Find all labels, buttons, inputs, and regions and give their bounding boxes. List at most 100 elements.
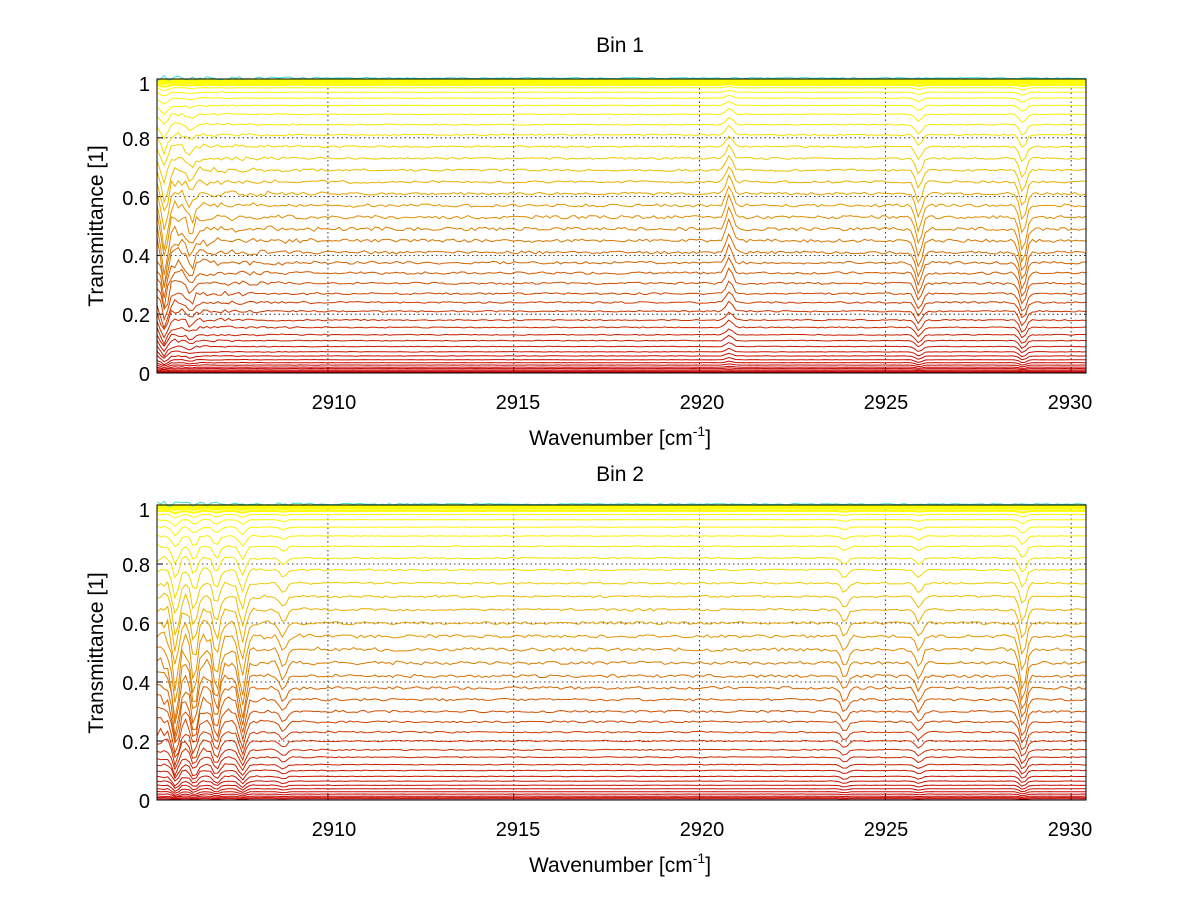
bin2-series-line [156,509,1087,515]
bin2-series-line [156,605,1087,652]
bin1-ytick-label: 0.6 [122,188,150,210]
bin2-xtick-label: 2915 [496,819,541,841]
bin2-series-line-top [156,500,1087,507]
bin2-series-line [156,581,1087,615]
bin1-series-line [156,369,1086,372]
bin2-series-line [156,518,1087,527]
bin2-series-line [156,657,1087,720]
bin1-xtick-label: 2925 [864,392,909,414]
bin2-series-line [156,534,1087,548]
bin1-series-line [156,100,1087,116]
bin2-series-line [156,738,1087,768]
bin2-series-line [156,513,1086,519]
bin1-series-line [156,82,1086,88]
bin2-plot-area [156,500,1087,801]
bin2-series-line [156,631,1087,692]
bin1-series-line-top [156,74,1087,82]
bin2-series-line [156,747,1087,771]
bin2-xtick-label: 2930 [1048,819,1093,841]
bin2-ytick-label: 0.6 [122,614,150,636]
bin1-title: Bin 1 [596,34,644,57]
bin1-series-lines [156,74,1087,374]
bin1-ytick-label: 0.8 [122,129,150,151]
bin2-series-line [156,727,1087,759]
bin2-series-line [156,543,1087,565]
bin1-ytick-label: 1 [139,74,150,96]
bin1-axes-background [157,79,1086,373]
bin1-y-axis: 0 0.2 0.4 0.6 0.8 1 [122,74,150,386]
bin1-series-line [156,347,1087,359]
bin2-xtick-label: 2910 [312,819,357,841]
bin1-series-line [156,291,1087,330]
bin1-series-line [156,280,1087,322]
bin2-xtick-label: 2920 [680,819,725,841]
bin1-series-line [156,107,1087,125]
bin2-series-line [156,693,1087,741]
bin1-series-line [156,217,1087,288]
bin2-series-line [156,567,1087,600]
bin1-series-line [156,94,1087,105]
bin2-series-line [156,780,1086,789]
bin1-series-line [156,116,1087,140]
bin1-series-line [156,143,1087,186]
bin2-x-axis-label: Wavenumber [cm-1] [529,850,711,877]
bin2-series-line [156,790,1086,796]
bin1-series-line [156,267,1087,311]
bin1-ytick-label: 0.2 [122,305,150,327]
bin1-series-line [156,89,1087,97]
bin1-series-line [156,124,1087,156]
bin1-series-line [156,370,1087,373]
bin1-panel: Bin 1 2910 2915 2920 2925 2930 0 0.2 0.4… [85,34,1092,450]
bin2-series-line [156,795,1087,799]
bin2-panel: Bin 2 2910 2915 2920 2925 2930 0 0.2 0.4… [85,463,1092,877]
bin2-ytick-label: 0 [139,791,150,813]
bin1-series-line [156,319,1087,346]
bin1-y-axis-label: Transmittance [1] [85,145,108,306]
bin2-series-line [156,507,1086,511]
bin2-series-line [156,775,1087,787]
bin1-x-axis-label: Wavenumber [cm-1] [529,423,711,450]
bin1-xtick-label: 2920 [680,392,725,414]
bin2-series-line [156,683,1087,737]
bin2-series-line [156,784,1087,793]
bin1-series-line [156,300,1087,331]
bin2-series-line [156,525,1087,537]
bin1-series-line [156,256,1087,310]
bin1-series-line [156,81,1086,85]
bin2-series-line [156,763,1086,780]
bin2-series-line [156,555,1087,579]
bin1-series-line [156,232,1087,288]
bin1-series-line [156,328,1087,347]
bin1-series-line [156,154,1087,205]
bin2-series-line [156,646,1087,703]
bin2-ytick-label: 0.8 [122,555,150,577]
bin2-series-line [156,671,1087,725]
bin1-plot-area [156,74,1087,374]
bin1-series-line [156,365,1086,370]
bin1-axes-frame [156,78,1087,374]
bin2-xtick-label: 2925 [864,819,909,841]
bin1-series-line [156,243,1086,299]
bin1-series-line [156,352,1087,363]
bin1-series-line [156,135,1087,167]
bin2-y-axis-label: Transmittance [1] [85,572,108,733]
bin1-series-line [156,360,1087,367]
bin2-series-line [156,618,1087,665]
bin1-series-line [156,334,1087,353]
bin1-xtick-label: 2930 [1048,392,1093,414]
bin1-series-line [156,341,1087,358]
bin2-series-line [156,787,1086,794]
bin1-x-axis: 2910 2915 2920 2925 2930 [312,392,1093,414]
bin1-series-line [156,174,1087,231]
bin1-series-line [156,205,1087,276]
bin1-ytick-label: 0.4 [122,246,150,268]
bin1-xtick-label: 2915 [496,392,541,414]
bin1-series-line [156,363,1086,369]
bin2-x-axis: 2910 2915 2920 2925 2930 [312,819,1093,841]
bin2-series-line [156,798,1086,800]
bin1-series-line [156,367,1086,371]
bin2-series-line [156,769,1087,782]
bin1-series-line [156,356,1086,366]
bin1-series-line [156,311,1087,339]
